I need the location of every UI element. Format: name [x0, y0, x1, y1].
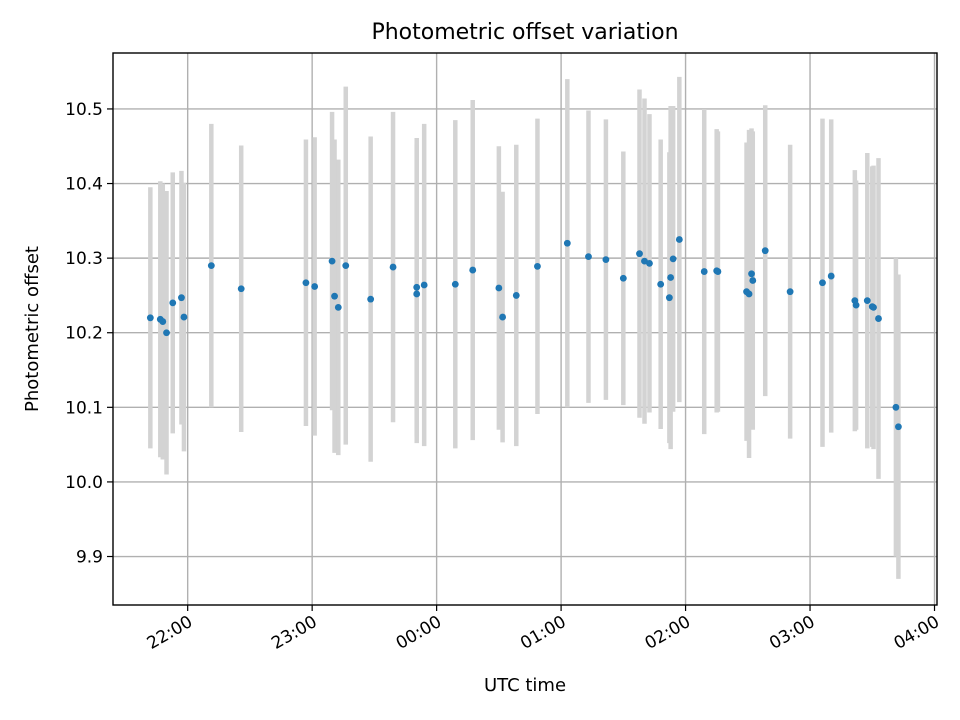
- data-point: [389, 263, 397, 271]
- data-point: [875, 315, 882, 322]
- data-point: [178, 294, 185, 302]
- data-point: [499, 313, 506, 321]
- y-tick-label: 10.0: [65, 473, 103, 493]
- data-point: [237, 285, 245, 293]
- data-point: [675, 236, 683, 243]
- data-point: [786, 288, 794, 296]
- data-point: [761, 247, 769, 255]
- data-point: [852, 301, 860, 309]
- data-point: [748, 270, 755, 278]
- y-tick-label: 10.3: [65, 249, 103, 269]
- y-axis-label: Photometric offset: [22, 246, 43, 412]
- data-point: [469, 266, 477, 274]
- data-points: [146, 236, 902, 431]
- data-point: [169, 299, 177, 307]
- data-point: [619, 274, 627, 282]
- data-point: [302, 279, 310, 287]
- data-point: [827, 272, 835, 280]
- data-point: [602, 256, 610, 264]
- x-axis-label: UTC time: [484, 675, 566, 696]
- data-point: [451, 280, 459, 288]
- data-point: [146, 314, 154, 322]
- plot-frame: [112, 52, 938, 606]
- y-tick-label: 10.5: [65, 100, 103, 120]
- data-point: [665, 294, 673, 302]
- data-point: [334, 303, 342, 311]
- data-point: [342, 262, 350, 269]
- data-point: [667, 274, 675, 281]
- data-point: [714, 268, 722, 275]
- data-point: [367, 295, 375, 303]
- data-point: [563, 239, 571, 247]
- data-point: [495, 284, 503, 292]
- data-point: [420, 281, 428, 289]
- data-point: [646, 259, 653, 267]
- data-point: [895, 423, 902, 431]
- data-point: [870, 303, 877, 311]
- data-point: [311, 283, 319, 290]
- data-point: [749, 277, 757, 284]
- chart-title: Photometric offset variation: [371, 20, 678, 45]
- data-point: [180, 313, 188, 321]
- y-tick-label: 9.9: [76, 548, 103, 568]
- data-point: [413, 290, 421, 298]
- y-tick-label: 10.2: [65, 324, 103, 344]
- data-point: [328, 257, 336, 265]
- data-point: [207, 262, 215, 269]
- data-point: [636, 250, 643, 258]
- data-point: [159, 318, 167, 325]
- data-point: [892, 403, 900, 411]
- data-point: [534, 262, 541, 270]
- y-tick-label: 10.1: [65, 398, 103, 418]
- data-point: [585, 253, 592, 261]
- data-point: [657, 280, 665, 288]
- y-tick-label: 10.4: [65, 175, 103, 195]
- grid: [113, 53, 937, 605]
- data-point: [163, 329, 170, 337]
- data-point: [863, 297, 871, 305]
- data-point: [331, 292, 338, 300]
- data-point: [819, 279, 826, 287]
- data-point: [413, 283, 421, 291]
- data-point: [700, 268, 708, 275]
- data-point: [745, 290, 753, 298]
- data-point: [669, 255, 677, 263]
- data-point: [512, 292, 520, 299]
